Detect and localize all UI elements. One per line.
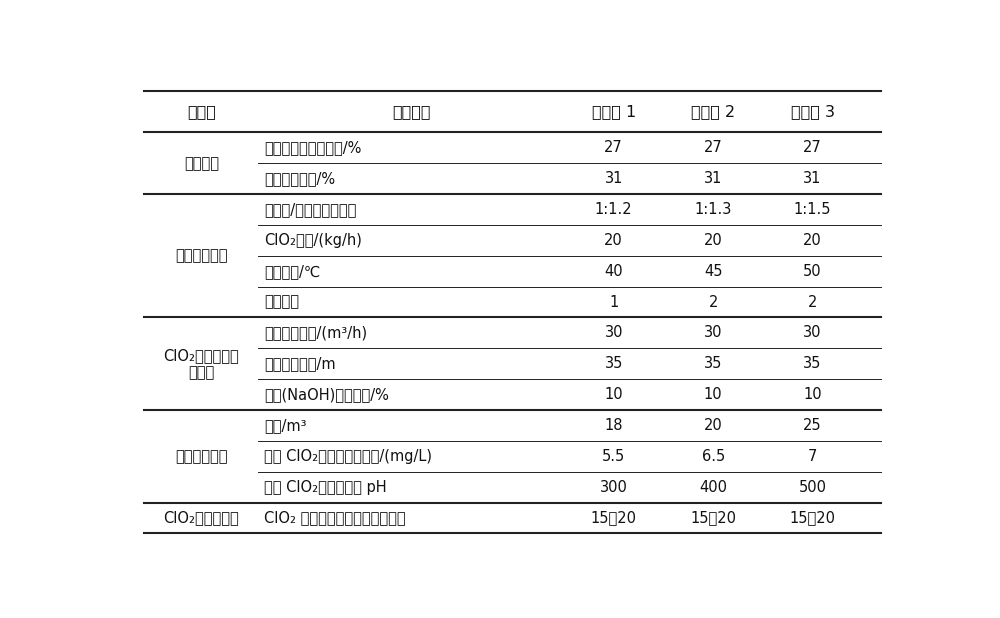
Text: ClO₂产量/(kg/h): ClO₂产量/(kg/h) (264, 233, 362, 248)
Text: 27: 27 (604, 140, 623, 155)
Text: 原料供给: 原料供给 (184, 156, 219, 171)
Text: 1:1.2: 1:1.2 (595, 202, 633, 217)
Text: 31: 31 (704, 171, 722, 186)
Text: 1:1.3: 1:1.3 (694, 202, 732, 217)
Text: 15～20: 15～20 (690, 510, 736, 525)
Text: 与稀释: 与稀释 (188, 365, 215, 379)
Text: 35: 35 (605, 356, 623, 371)
Text: 6.5: 6.5 (702, 449, 725, 464)
Text: 35: 35 (803, 356, 822, 371)
Text: 氧化剂循环罐: 氧化剂循环罐 (175, 449, 228, 464)
Text: 27: 27 (704, 140, 723, 155)
Text: ClO₂ 溶液与待处理烟气的液气比: ClO₂ 溶液与待处理烟气的液气比 (264, 510, 406, 525)
Text: 31: 31 (803, 171, 822, 186)
Text: 氯酸钓/盐酸进料体积比: 氯酸钓/盐酸进料体积比 (264, 202, 357, 217)
Text: 20: 20 (704, 233, 723, 248)
Text: 10: 10 (604, 387, 623, 402)
Text: 30: 30 (704, 326, 722, 341)
Text: 盐酸质量分数/%: 盐酸质量分数/% (264, 171, 336, 186)
Text: 10: 10 (704, 387, 722, 402)
Text: 20: 20 (604, 233, 623, 248)
Text: 1:1.5: 1:1.5 (794, 202, 831, 217)
Text: 实施例 3: 实施例 3 (791, 104, 835, 119)
Text: 子系统: 子系统 (187, 104, 216, 119)
Text: 300: 300 (600, 480, 628, 494)
Text: 2: 2 (708, 295, 718, 310)
Text: 动力水泵扬程/m: 动力水泵扬程/m (264, 356, 336, 371)
Text: 二氧化氯发生: 二氧化氯发生 (175, 248, 228, 263)
Text: 30: 30 (604, 326, 623, 341)
Text: 7: 7 (808, 449, 817, 464)
Text: 制备 ClO₂溶液的目标浓度/(mg/L): 制备 ClO₂溶液的目标浓度/(mg/L) (264, 449, 432, 464)
Text: 40: 40 (604, 264, 623, 279)
Text: 18: 18 (604, 418, 623, 433)
Text: 制备 ClO₂溶液的目标 pH: 制备 ClO₂溶液的目标 pH (264, 480, 387, 494)
Text: 实施例 2: 实施例 2 (691, 104, 735, 119)
Text: 2: 2 (808, 295, 817, 310)
Text: 反应温度/℃: 反应温度/℃ (264, 264, 321, 279)
Text: 15～20: 15～20 (790, 510, 836, 525)
Text: 实施例 1: 实施例 1 (592, 104, 636, 119)
Text: ClO₂氧化脱牁循: ClO₂氧化脱牁循 (164, 510, 239, 525)
Text: 50: 50 (803, 264, 822, 279)
Text: 400: 400 (699, 480, 727, 494)
Text: 开启台数: 开启台数 (264, 295, 299, 310)
Text: ClO₂发生液提取: ClO₂发生液提取 (164, 348, 239, 363)
Text: 15～20: 15～20 (591, 510, 637, 525)
Text: 5.5: 5.5 (602, 449, 625, 464)
Text: 碱液(NaOH)质量分数/%: 碱液(NaOH)质量分数/% (264, 387, 389, 402)
Text: 水量/m³: 水量/m³ (264, 418, 307, 433)
Text: 动力水泵流量/(m³/h): 动力水泵流量/(m³/h) (264, 326, 368, 341)
Text: 10: 10 (803, 387, 822, 402)
Text: 30: 30 (803, 326, 822, 341)
Text: 氯酸钓溶液质量分数/%: 氯酸钓溶液质量分数/% (264, 140, 362, 155)
Text: 20: 20 (704, 418, 723, 433)
Text: 500: 500 (799, 480, 827, 494)
Text: 1: 1 (609, 295, 618, 310)
Text: 45: 45 (704, 264, 722, 279)
Text: 25: 25 (803, 418, 822, 433)
Text: 27: 27 (803, 140, 822, 155)
Text: 运行参数: 运行参数 (392, 104, 431, 119)
Text: 31: 31 (605, 171, 623, 186)
Text: 20: 20 (803, 233, 822, 248)
Text: 35: 35 (704, 356, 722, 371)
